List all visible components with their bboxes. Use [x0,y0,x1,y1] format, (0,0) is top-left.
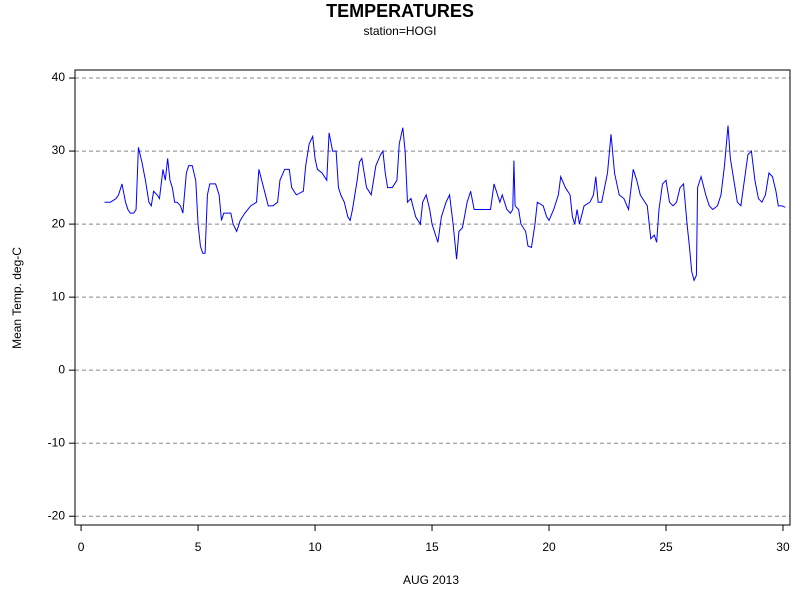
x-tick-label: 20 [542,540,556,554]
x-tick-label: 25 [659,540,673,554]
y-tick-label: 30 [52,143,66,157]
plot-frame [74,69,791,526]
y-tick-label: -20 [48,508,66,522]
y-tick-label: 10 [52,289,66,303]
x-tick-label: 0 [78,540,85,554]
y-tick-label: -10 [48,435,66,449]
x-axis-label: AUG 2013 [403,573,459,587]
x-tick-label: 30 [776,540,790,554]
y-tick-label: 40 [52,70,66,84]
x-tick-label: 10 [308,540,322,554]
x-tick-label: 5 [195,540,202,554]
chart-title: TEMPERATURES [326,1,474,21]
x-tick-label: 15 [425,540,439,554]
y-tick-label: 0 [58,362,65,376]
chart-subtitle: station=HOGI [363,24,436,38]
y-tick-label: 20 [52,216,66,230]
temperature-line [104,125,786,282]
y-axis-label: Mean Temp. deg-C [10,247,24,349]
